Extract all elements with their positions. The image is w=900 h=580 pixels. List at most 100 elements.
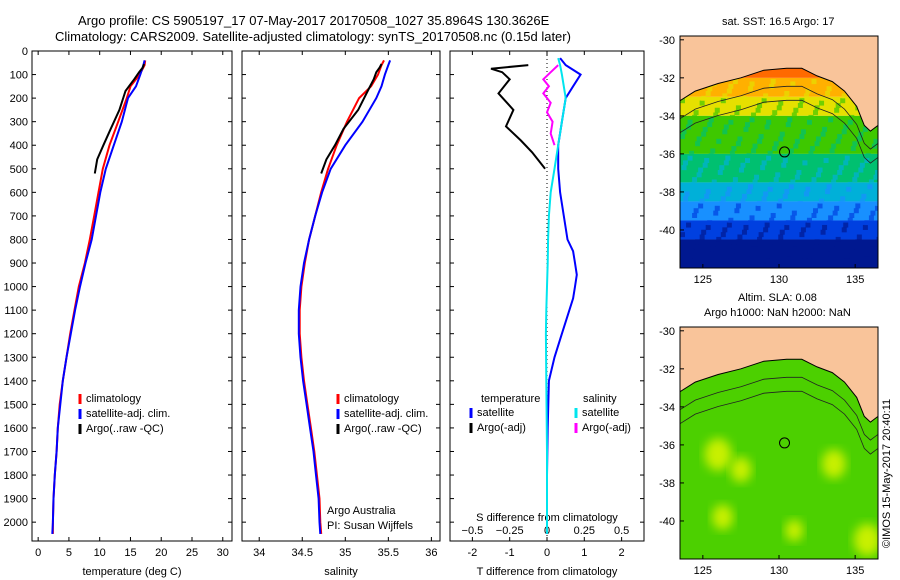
sst-pixel (752, 143, 758, 149)
sst-pixel (806, 253, 812, 259)
sst-pixel (767, 186, 773, 192)
land (680, 327, 878, 423)
sst-pixel (741, 193, 747, 199)
sst-pixel (790, 215, 796, 221)
sst-pixel (728, 217, 734, 223)
sst-pixel (794, 138, 800, 144)
map-y-tick-label: -34 (659, 111, 675, 123)
sst-pixel (761, 160, 767, 166)
sst-pixel (741, 229, 747, 235)
sst-pixel (737, 234, 743, 240)
sst-pixel (852, 177, 858, 183)
sst-pixel (799, 232, 805, 238)
sst-pixel (701, 131, 707, 137)
sst-pixel (864, 220, 870, 226)
map-y-tick-label: -40 (659, 516, 675, 528)
sst-pixel (778, 136, 784, 142)
y-tick-label: 300 (10, 117, 28, 129)
sst-pixel (838, 165, 844, 171)
sal-legend-label-2: Argo(..raw -QC) (344, 423, 422, 435)
sst-pixel (823, 256, 829, 262)
annotation-pi: PI: Susan Wijffels (327, 520, 413, 532)
sst-pixel (702, 126, 708, 132)
sst-pixel (796, 268, 801, 273)
sst-pixel (735, 239, 741, 245)
sst-pixel (868, 215, 874, 221)
x-tick-label: 5 (66, 547, 72, 559)
sst-pixel (853, 208, 859, 214)
y-tick-label: 1400 (4, 376, 28, 388)
x2-tick-label: −0.25 (496, 525, 524, 537)
sst-pixel (850, 244, 856, 250)
sst-pixel (808, 248, 814, 254)
sst-pixel (743, 126, 749, 132)
x-axis-label-temperature: temperature (deg C) (82, 566, 181, 578)
sst-pixel (782, 95, 788, 101)
series-line-salinity-1 (297, 60, 392, 534)
sst-pixel (710, 148, 716, 154)
sst-pixel (757, 138, 763, 144)
y-tick-label: 1100 (4, 305, 28, 317)
map-x-tick-label: 135 (846, 565, 864, 577)
sst-pixel (764, 124, 770, 130)
sst-pixel (785, 220, 791, 226)
sst-pixel (698, 203, 704, 209)
sst-pixel (696, 136, 702, 142)
sst-pixel (708, 117, 714, 123)
sst-pixel (834, 241, 840, 247)
y-tick-label: 500 (10, 164, 28, 176)
sst-pixel (748, 184, 754, 190)
sst-pixel (714, 241, 720, 247)
sst-pixel (704, 193, 710, 199)
sst-pixel (779, 131, 785, 137)
sla-anomaly-1 (730, 457, 752, 483)
sst-pixel (693, 110, 699, 116)
sst-pixel (749, 81, 755, 87)
series-line-salinity-2 (320, 63, 383, 174)
map-y-tick-label: -36 (659, 440, 675, 452)
sst-pixel (755, 205, 761, 211)
x-tick-label: 35.5 (378, 547, 399, 559)
sst-pixel (732, 177, 738, 183)
y-tick-label: 1200 (4, 329, 28, 341)
sst-pixel (707, 122, 713, 128)
sst-pixel (779, 229, 785, 235)
sst-pixel (698, 167, 704, 173)
sst-pixel (722, 129, 728, 135)
sst-pixel (856, 234, 862, 240)
sst-pixel (702, 162, 708, 168)
sst-pixel (693, 208, 699, 214)
sst-pixel (811, 177, 817, 183)
sst-pixel (740, 198, 746, 204)
x-axis-label-salinity: salinity (324, 566, 358, 578)
sst-pixel (787, 153, 793, 159)
sst-pixel (787, 117, 793, 123)
sst-pixel (680, 98, 685, 104)
sst-pixel (841, 227, 847, 233)
sla-map-title-line2: Argo h1000: NaN h2000: NaN (704, 307, 851, 319)
sst-pixel (731, 244, 737, 250)
sst-pixel (781, 260, 787, 266)
sst-pixel (797, 102, 803, 108)
sst-pixel (776, 105, 782, 111)
sst-pixel (751, 112, 757, 118)
sst-pixel (757, 201, 763, 207)
sla-anomaly-4 (712, 504, 734, 530)
sst-pixel (834, 107, 840, 113)
map-x-tick-label: 135 (846, 274, 864, 286)
sst-pixel (793, 143, 799, 149)
sst-pixel (680, 232, 685, 238)
sst-pixel (723, 160, 729, 166)
sst-pixel (784, 91, 790, 97)
sst-pixel (820, 131, 826, 137)
argo-position-marker (779, 146, 791, 158)
sst-pixel (782, 193, 788, 199)
sst-pixel (705, 91, 711, 97)
series-group-temperature (51, 60, 147, 534)
sst-pixel (778, 234, 784, 240)
sst-pixel (788, 148, 794, 154)
x-tick-label: 1 (581, 547, 587, 559)
sst-pixel (797, 201, 803, 207)
y-tick-label: 900 (10, 258, 28, 270)
